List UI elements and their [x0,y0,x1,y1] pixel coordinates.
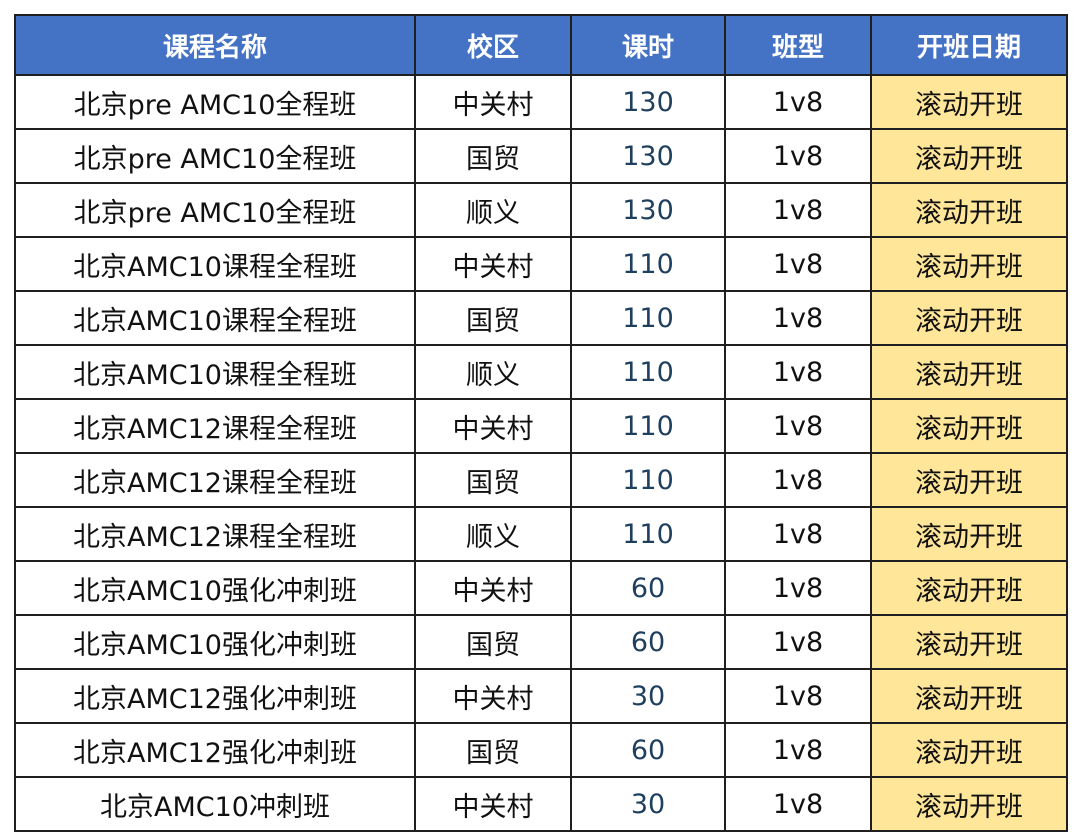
table-row: 北京AMC10课程全程班 顺义 110 1v8 滚动开班 [14,344,1068,400]
cell-hours: 130 [570,182,726,238]
cell-campus: 国贸 [414,722,572,778]
cell-course-name: 北京AMC12强化冲刺班 [14,722,416,778]
table-header-row: 课程名称 校区 课时 班型 开班日期 [14,14,1068,76]
cell-hours: 130 [570,74,726,130]
cell-hours: 60 [570,722,726,778]
cell-hours: 110 [570,452,726,508]
cell-hours: 60 [570,560,726,616]
table-row: 北京AMC12课程全程班 国贸 110 1v8 滚动开班 [14,452,1068,508]
cell-course-name: 北京AMC12课程全程班 [14,452,416,508]
cell-class-type: 1v8 [724,236,872,292]
cell-start-date: 滚动开班 [870,236,1068,292]
cell-start-date: 滚动开班 [870,74,1068,130]
cell-course-name: 北京AMC10强化冲刺班 [14,560,416,616]
table-row: 北京pre AMC10全程班 顺义 130 1v8 滚动开班 [14,182,1068,238]
table-row: 北京pre AMC10全程班 国贸 130 1v8 滚动开班 [14,128,1068,184]
cell-class-type: 1v8 [724,344,872,400]
cell-course-name: 北京AMC12课程全程班 [14,506,416,562]
cell-campus: 中关村 [414,560,572,616]
cell-class-type: 1v8 [724,506,872,562]
cell-start-date: 滚动开班 [870,290,1068,346]
header-course-name: 课程名称 [14,14,416,76]
cell-hours: 110 [570,236,726,292]
cell-class-type: 1v8 [724,128,872,184]
header-campus: 校区 [414,14,572,76]
cell-class-type: 1v8 [724,398,872,454]
cell-hours: 110 [570,398,726,454]
cell-start-date: 滚动开班 [870,398,1068,454]
cell-start-date: 滚动开班 [870,452,1068,508]
cell-class-type: 1v8 [724,290,872,346]
table-row: 北京AMC12课程全程班 顺义 110 1v8 滚动开班 [14,506,1068,562]
cell-campus: 顺义 [414,344,572,400]
cell-hours: 130 [570,128,726,184]
cell-start-date: 滚动开班 [870,614,1068,670]
course-schedule-table: 课程名称 校区 课时 班型 开班日期 北京pre AMC10全程班 中关村 130 1… [14,14,1068,832]
cell-course-name: 北京AMC10强化冲刺班 [14,614,416,670]
cell-campus: 中关村 [414,74,572,130]
cell-start-date: 滚动开班 [870,722,1068,778]
cell-start-date: 滚动开班 [870,776,1068,832]
cell-campus: 国贸 [414,290,572,346]
cell-course-name: 北京pre AMC10全程班 [14,182,416,238]
table-row: 北京pre AMC10全程班 中关村 130 1v8 滚动开班 [14,74,1068,130]
table-row: 北京AMC10冲刺班 中关村 30 1v8 滚动开班 [14,776,1068,832]
cell-campus: 中关村 [414,398,572,454]
cell-class-type: 1v8 [724,722,872,778]
cell-class-type: 1v8 [724,74,872,130]
header-start-date: 开班日期 [870,14,1068,76]
cell-class-type: 1v8 [724,668,872,724]
cell-hours: 110 [570,506,726,562]
cell-hours: 110 [570,290,726,346]
cell-hours: 60 [570,614,726,670]
cell-start-date: 滚动开班 [870,560,1068,616]
cell-campus: 中关村 [414,668,572,724]
table-row: 北京AMC10课程全程班 国贸 110 1v8 滚动开班 [14,290,1068,346]
header-class-type: 班型 [724,14,872,76]
cell-course-name: 北京AMC12课程全程班 [14,398,416,454]
cell-course-name: 北京AMC10课程全程班 [14,344,416,400]
cell-start-date: 滚动开班 [870,182,1068,238]
cell-campus: 顺义 [414,506,572,562]
cell-campus: 顺义 [414,182,572,238]
cell-start-date: 滚动开班 [870,128,1068,184]
cell-class-type: 1v8 [724,614,872,670]
cell-campus: 中关村 [414,236,572,292]
cell-course-name: 北京pre AMC10全程班 [14,128,416,184]
cell-course-name: 北京AMC12强化冲刺班 [14,668,416,724]
cell-class-type: 1v8 [724,182,872,238]
table-body: 北京pre AMC10全程班 中关村 130 1v8 滚动开班 北京pre AMC10全程… [14,74,1068,832]
cell-start-date: 滚动开班 [870,668,1068,724]
cell-hours: 30 [570,776,726,832]
cell-course-name: 北京pre AMC10全程班 [14,74,416,130]
cell-start-date: 滚动开班 [870,506,1068,562]
cell-class-type: 1v8 [724,776,872,832]
cell-course-name: 北京AMC10课程全程班 [14,290,416,346]
table-row: 北京AMC12强化冲刺班 中关村 30 1v8 滚动开班 [14,668,1068,724]
table-row: 北京AMC12课程全程班 中关村 110 1v8 滚动开班 [14,398,1068,454]
table-row: 北京AMC12强化冲刺班 国贸 60 1v8 滚动开班 [14,722,1068,778]
cell-start-date: 滚动开班 [870,344,1068,400]
cell-hours: 110 [570,344,726,400]
course-schedule-table-container: 课程名称 校区 课时 班型 开班日期 北京pre AMC10全程班 中关村 130 1… [14,14,1068,832]
cell-class-type: 1v8 [724,560,872,616]
header-hours: 课时 [570,14,726,76]
cell-campus: 中关村 [414,776,572,832]
cell-course-name: 北京AMC10冲刺班 [14,776,416,832]
cell-campus: 国贸 [414,452,572,508]
cell-class-type: 1v8 [724,452,872,508]
cell-hours: 30 [570,668,726,724]
table-row: 北京AMC10强化冲刺班 中关村 60 1v8 滚动开班 [14,560,1068,616]
cell-campus: 国贸 [414,128,572,184]
table-row: 北京AMC10强化冲刺班 国贸 60 1v8 滚动开班 [14,614,1068,670]
cell-course-name: 北京AMC10课程全程班 [14,236,416,292]
table-row: 北京AMC10课程全程班 中关村 110 1v8 滚动开班 [14,236,1068,292]
cell-campus: 国贸 [414,614,572,670]
